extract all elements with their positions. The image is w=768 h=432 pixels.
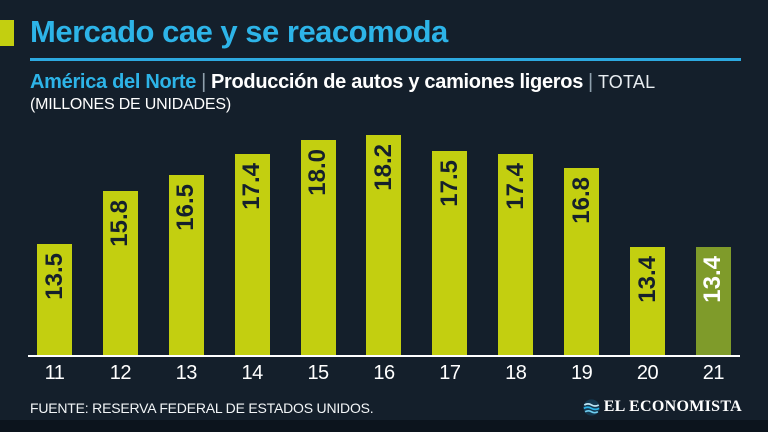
- x-tick-label: 19: [571, 362, 593, 384]
- bar-value-label: 13.4: [699, 256, 727, 303]
- bar-18: 17.4: [498, 154, 534, 356]
- x-tick-label: 13: [175, 362, 198, 384]
- x-tick-label: 18: [505, 362, 527, 384]
- chart-subtitle: América del Norte | Producción de autos y …: [30, 71, 742, 94]
- bar-value-label: 15.8: [106, 200, 134, 247]
- x-tick-label: 21: [702, 362, 725, 384]
- bar-21: 13.4: [695, 247, 731, 356]
- subtitle-divider: |: [588, 71, 593, 93]
- bar-12: 15.8: [102, 191, 138, 356]
- units-label: (MILLONES DE UNIDADES): [30, 96, 231, 113]
- x-tick-label: 15: [307, 362, 329, 384]
- bar-value-label: 17.4: [238, 163, 266, 210]
- x-tick-label: 14: [241, 362, 264, 384]
- x-tick-label: 17: [439, 362, 461, 384]
- subtitle-measure: Producción de autos y camiones ligeros: [210, 71, 584, 93]
- bar-value-label: 17.5: [435, 160, 463, 207]
- title-underline: [30, 58, 741, 61]
- bar-value-label: 16.5: [172, 184, 200, 231]
- subtitle-region: América del Norte: [30, 71, 197, 93]
- bar-value-label: 18.0: [304, 149, 332, 196]
- bar-14: 17.4: [234, 154, 270, 356]
- bar-15: 18.0: [300, 140, 336, 356]
- bar-16: 18.2: [366, 135, 402, 356]
- x-tick-label: 12: [109, 362, 132, 384]
- x-axis-labels: 11 12 13 14 15 16 17 18 19 20 21: [37, 362, 731, 385]
- x-tick-label: 20: [636, 362, 659, 384]
- subtitle-scope: TOTAL: [597, 72, 656, 92]
- bar-17: 17.5: [432, 151, 468, 356]
- brand-name: EL ECONOMISTA: [603, 398, 742, 415]
- bar-value-label: 18.2: [369, 144, 397, 191]
- x-tick-label: 11: [44, 362, 65, 384]
- bar-11: 13.5: [37, 244, 72, 356]
- el-economista-globe-icon: [583, 398, 600, 416]
- bar-13: 16.5: [168, 175, 204, 356]
- accent-square: [0, 20, 14, 46]
- brand-logo: EL ECONOMISTA: [583, 398, 742, 416]
- source-note: FUENTE: RESERVA FEDERAL DE ESTADOS UNIDO…: [30, 400, 374, 416]
- bar-value-label: 13.4: [633, 256, 661, 303]
- bar-value-label: 16.8: [567, 177, 595, 224]
- bottom-strip: [0, 420, 768, 432]
- bar-20: 13.4: [630, 247, 666, 356]
- subtitle-divider: |: [201, 71, 206, 93]
- bars-container: 13.5 15.8 16.5 17.4 18.0 18.2 17.5 17.4 16.8 13.4…: [37, 126, 731, 356]
- bar-value-label: 17.4: [501, 163, 529, 210]
- bar-value-label: 13.5: [40, 253, 68, 300]
- bar-19: 16.8: [564, 168, 600, 356]
- x-axis-line: [28, 355, 740, 357]
- page-title: Mercado cae y se reacomoda: [30, 14, 448, 49]
- x-tick-label: 16: [373, 362, 395, 384]
